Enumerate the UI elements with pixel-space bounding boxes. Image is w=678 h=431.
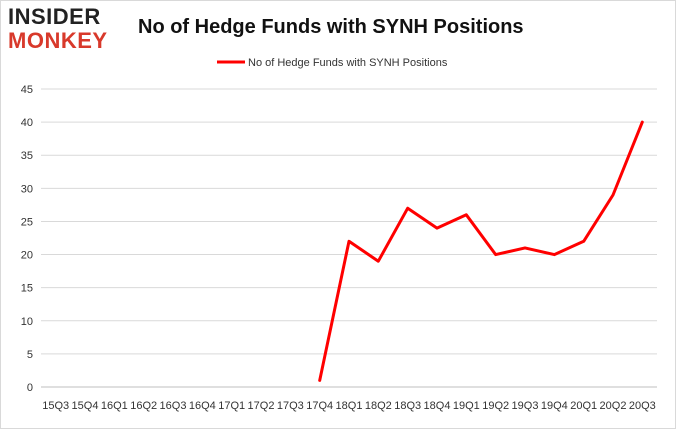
logo-line-1: INSIDER <box>8 4 101 29</box>
x-tick-label: 17Q3 <box>277 400 304 412</box>
x-tick-label: 17Q4 <box>306 400 333 412</box>
y-tick-label: 45 <box>21 84 33 96</box>
x-tick-label: 20Q3 <box>629 400 656 412</box>
x-tick-label: 19Q1 <box>453 400 480 412</box>
x-tick-label: 19Q3 <box>512 400 539 412</box>
x-tick-label: 18Q2 <box>365 400 392 412</box>
y-tick-label: 25 <box>21 216 33 228</box>
y-tick-label: 40 <box>21 117 33 129</box>
x-tick-label: 15Q3 <box>42 400 69 412</box>
x-tick-label: 20Q1 <box>570 400 597 412</box>
chart-title: No of Hedge Funds with SYNH Positions <box>138 16 524 38</box>
x-tick-label: 19Q4 <box>541 400 568 412</box>
x-tick-label: 16Q2 <box>130 400 157 412</box>
x-tick-label: 19Q2 <box>482 400 509 412</box>
x-tick-label: 17Q1 <box>218 400 245 412</box>
y-tick-label: 20 <box>21 250 33 262</box>
legend-label: No of Hedge Funds with SYNH Positions <box>248 57 448 69</box>
x-tick-label: 18Q1 <box>336 400 363 412</box>
y-tick-label: 15 <box>21 283 33 295</box>
y-tick-label: 30 <box>21 183 33 195</box>
y-tick-label: 10 <box>21 316 33 328</box>
x-tick-label: 15Q4 <box>72 400 99 412</box>
x-tick-label: 16Q1 <box>101 400 128 412</box>
x-tick-label: 16Q4 <box>189 400 216 412</box>
insider-monkey-logo: INSIDER MONKEY <box>8 6 128 52</box>
x-tick-label: 17Q2 <box>248 400 275 412</box>
x-tick-label: 20Q2 <box>600 400 627 412</box>
x-tick-label: 18Q3 <box>394 400 421 412</box>
y-tick-label: 5 <box>27 349 33 361</box>
series-line-0 <box>318 120 644 382</box>
logo-line-2: MONKEY <box>8 28 108 53</box>
y-tick-label: 0 <box>27 382 33 394</box>
x-tick-label: 16Q3 <box>160 400 187 412</box>
x-tick-label: 18Q4 <box>424 400 451 412</box>
y-tick-label: 35 <box>21 150 33 162</box>
